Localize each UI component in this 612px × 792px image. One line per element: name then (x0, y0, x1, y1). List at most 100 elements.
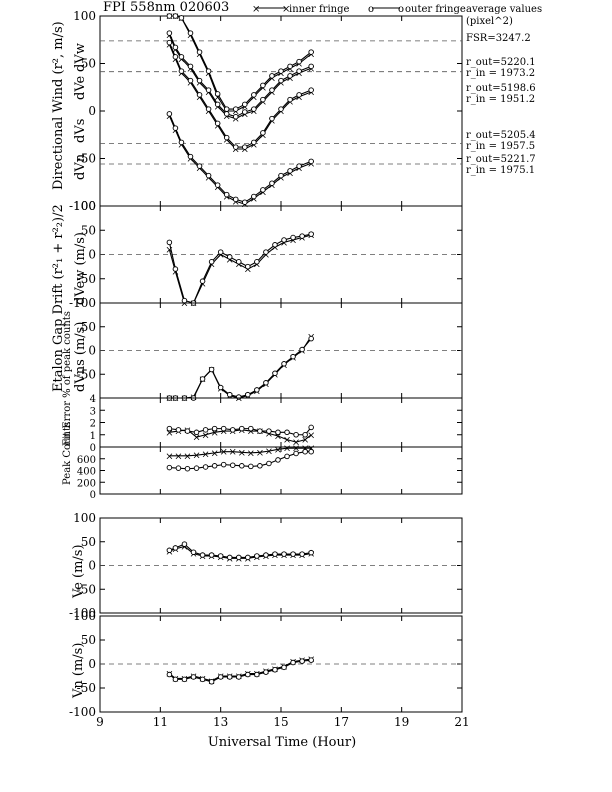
panel-directional_wind-dVs-outer-point (287, 96, 293, 103)
panel-dVew-outer-point (166, 239, 173, 246)
avg-unit: (pixel^2) (466, 16, 513, 27)
panel-directional_wind-dVs-outer-point (260, 130, 266, 136)
panel-directional_wind-dVw-inner-point: × (213, 92, 221, 103)
panel-fit_error-ytick-label: 4 (90, 394, 96, 405)
panel-directional_wind-dVs-inner-point: × (268, 116, 276, 127)
panel-directional_wind-dVn-inner-point: × (286, 168, 294, 179)
p1-ylabel: Directional Wind (r², m/s) (51, 21, 66, 190)
panel-directional_wind-dVw-inner-point: × (277, 69, 285, 80)
panel-fit_error-outer-point (211, 425, 218, 432)
panel-dVew-inner-point: × (207, 260, 215, 271)
panel-directional_wind-dVn-inner-point: × (204, 173, 212, 184)
panel-fit_error-outer-point (308, 424, 314, 431)
panel-directional_wind-dVe-outer-point (205, 87, 212, 93)
panel-Vn-outer-point (263, 669, 269, 675)
panel-directional_wind-dVw-outer-point (178, 15, 185, 21)
panel-directional_wind-dVe-inner-point: × (177, 54, 185, 65)
panel-directional_wind-dVe-outer-point (287, 73, 293, 79)
panel-fit_error-outer-point (239, 425, 245, 432)
x-tick-label-15: 15 (273, 715, 288, 729)
panel-Vn-ytick-label: 0 (88, 657, 96, 671)
legend-inner-marker-left: × (252, 4, 260, 15)
panel-directional_wind-dVs-outer-line (168, 42, 312, 148)
panel-Ve-outer-point (226, 554, 233, 561)
fsr-note: FSR=3247.2 (466, 33, 531, 44)
legend-outer-label: outer fringe (405, 4, 466, 15)
panel-dVew-outer-point (236, 259, 242, 265)
panel-directional_wind-dVe-outer-point (232, 113, 239, 120)
panel-Ve-ytick-label: -50 (77, 582, 96, 596)
panel-dVew-outer-point (245, 263, 251, 270)
x-tick-label-9: 9 (96, 715, 104, 729)
panel-Vn-outer-point (181, 676, 188, 683)
panel-directional_wind-dVw-inner-point: × (295, 59, 303, 70)
panel-directional_wind-dVw-outer-point (187, 30, 194, 36)
panel-peak_counts-outer-point (275, 457, 281, 463)
panel-directional_wind-dVn-inner-point: × (171, 126, 179, 137)
panel-directional_wind-dVw-inner-point: × (195, 50, 203, 61)
panel-directional_wind-dVs-outer-point (242, 144, 248, 150)
panel-Vn-outer-point (308, 657, 314, 663)
panel-directional_wind-dVn-outer-point (205, 172, 212, 179)
panel-directional_wind-dVs-inner-point: × (241, 145, 249, 156)
panel-directional_wind-dVn-outer-point (308, 158, 314, 165)
x-tick-label-19: 19 (394, 715, 409, 729)
panel-directional_wind-dVs-inner-point: × (213, 121, 221, 132)
panel-directional_wind-dVs-inner-point: × (223, 135, 231, 146)
panel-dVew-outer-point (199, 278, 206, 284)
panel-directional_wind-dVs-inner-point: × (186, 78, 194, 89)
panel-peak_counts-outer-point (266, 460, 272, 467)
panel-fit_error-inner-point: × (274, 431, 282, 442)
panel-peak_counts-ytick-label: 200 (77, 478, 96, 489)
panel-fit_error-outer-point (175, 427, 182, 433)
panel-directional_wind-dVn-inner-point: × (213, 183, 221, 194)
panel-dVew-outer-point (308, 231, 314, 237)
panel-fit_error-outer-point (166, 425, 173, 432)
panel-dVew-ytick-label: 0 (88, 248, 96, 262)
panel-peak_counts-outer-point (166, 464, 173, 471)
panel-directional_wind-dVw-outer-point (214, 91, 221, 97)
panel-Vn-outer-point (226, 674, 233, 680)
panel-peak_counts-outer-point (308, 448, 314, 455)
panel-peak_counts-inner-point: × (292, 444, 300, 455)
panel-Vn-ytick-label: -100 (69, 705, 96, 719)
panel-peak_counts-outer-point (211, 463, 218, 469)
panel-directional_wind-ytick-label: 50 (81, 57, 96, 71)
panel-Vn-ytick-label: -50 (77, 681, 96, 695)
panel-directional_wind-dVs-inner-point: × (165, 40, 173, 51)
panel-directional_wind-dVe-inner-point: × (223, 111, 231, 122)
p1-dir-dvw: dVw (73, 43, 88, 72)
panel-peak_counts-outer-point (175, 465, 182, 471)
panel-dVew-ytick-label: -100 (69, 296, 96, 310)
e-out-note: r_out=5198.6 (466, 83, 536, 94)
panel-directional_wind-dVe-outer-point (196, 77, 203, 84)
panel-directional_wind-dVn-outer-point (260, 187, 266, 193)
panel-directional_wind-dVs-outer-point (269, 115, 275, 122)
panel-directional_wind-dVw-outer-point (308, 49, 314, 55)
panel-dVns-ytick-label: 50 (81, 320, 96, 334)
panel-directional_wind-dVn-outer-point (251, 193, 257, 200)
panel-directional_wind-dVn-outer-point (223, 191, 230, 198)
panel-dVew-outer-point (208, 259, 215, 265)
panel-directional_wind-dVs-inner-point: × (307, 88, 315, 99)
panel-directional_wind-dVs-outer-point (308, 87, 314, 93)
panel-peak_counts-inner-point: × (238, 448, 246, 459)
panel-directional_wind-dVs-outer-point (205, 106, 212, 112)
panel-fit_error-inner-point: × (219, 427, 227, 438)
panel-peak_counts-inner-point: × (229, 447, 237, 458)
panel-Vn-outer-point (236, 674, 242, 680)
panel-Ve-ytick-label: -100 (69, 606, 96, 620)
panel-peak_counts-inner-point: × (183, 451, 191, 462)
panel-directional_wind-dVw-inner-point: × (307, 50, 315, 61)
panel-peak_counts-outer-point (202, 464, 209, 470)
panel-Vn-outer-point (290, 659, 296, 666)
panel-dVns-outer-point (254, 387, 260, 393)
panel-directional_wind-dVe-inner-point: × (295, 69, 303, 80)
panel-Vn-outer-point (217, 674, 224, 680)
panel-directional_wind-dVe-outer-point (166, 30, 173, 36)
panel-directional_wind-dVw-inner-point: × (232, 107, 240, 118)
panel-directional_wind-dVe-inner-point: × (268, 88, 276, 99)
panel-fit_error-outer-point (193, 429, 200, 436)
panel-directional_wind-dVs-inner-point: × (295, 92, 303, 103)
panel-directional_wind-dVe-inner-point: × (165, 31, 173, 42)
